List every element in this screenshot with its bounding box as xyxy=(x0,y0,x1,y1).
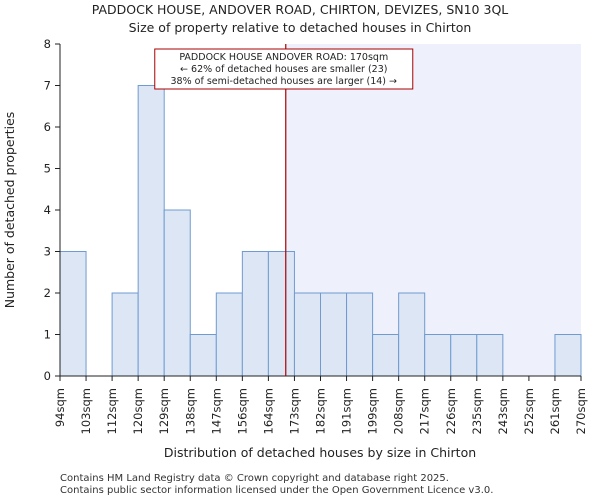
bar xyxy=(372,334,400,377)
x-tick-label: 129sqm xyxy=(157,388,171,434)
bar xyxy=(137,85,165,377)
y-axis-label: Number of detached properties xyxy=(2,112,17,309)
bar xyxy=(293,292,322,377)
x-tick-label: 226sqm xyxy=(444,388,458,434)
y-tick-label: 1 xyxy=(44,328,51,342)
y-tick-label: 5 xyxy=(44,162,51,176)
x-tick-label: 156sqm xyxy=(235,388,249,434)
x-tick-label: 112sqm xyxy=(105,388,119,434)
y-tick-label: 7 xyxy=(44,79,51,93)
x-tick-label: 270sqm xyxy=(574,388,588,434)
bar xyxy=(450,334,478,377)
chart-subtitle: Size of property relative to detached ho… xyxy=(129,20,472,35)
bar xyxy=(320,292,348,377)
y-tick-label: 3 xyxy=(44,245,51,259)
annotation-line: ← 62% of detached houses are smaller (23… xyxy=(180,64,387,75)
x-tick-label: 243sqm xyxy=(496,388,510,434)
x-tick-label: 182sqm xyxy=(314,388,328,434)
bar xyxy=(59,251,87,377)
x-tick-label: 208sqm xyxy=(392,388,406,434)
bar xyxy=(163,209,191,377)
x-tick-label: 164sqm xyxy=(261,388,275,434)
bar xyxy=(267,251,295,377)
bar xyxy=(424,334,452,377)
chart-title: PADDOCK HOUSE, ANDOVER ROAD, CHIRTON, DE… xyxy=(92,2,509,17)
x-axis-label: Distribution of detached houses by size … xyxy=(164,445,476,460)
y-tick-label: 0 xyxy=(44,369,51,383)
bar xyxy=(398,292,426,377)
x-tick-label: 138sqm xyxy=(183,388,197,434)
x-tick-label: 235sqm xyxy=(470,388,484,434)
x-tick-label: 217sqm xyxy=(418,388,432,434)
x-tick-label: 147sqm xyxy=(209,388,223,434)
y-tick-label: 8 xyxy=(44,37,51,51)
bar xyxy=(215,292,243,377)
x-tick-label: 120sqm xyxy=(131,388,145,434)
bar xyxy=(346,292,374,377)
footer-line-1: Contains HM Land Registry data © Crown c… xyxy=(60,473,449,484)
bar xyxy=(241,251,269,377)
annotation-line: PADDOCK HOUSE ANDOVER ROAD: 170sqm xyxy=(179,52,388,63)
x-tick-label: 261sqm xyxy=(548,388,562,434)
y-tick-label: 4 xyxy=(44,203,51,217)
x-tick-label: 191sqm xyxy=(340,388,354,434)
y-tick-label: 6 xyxy=(44,120,51,134)
annotation-line: 38% of semi-detached houses are larger (… xyxy=(171,76,398,87)
x-tick-label: 103sqm xyxy=(79,388,93,434)
x-tick-label: 94sqm xyxy=(53,388,67,427)
bar xyxy=(189,334,217,377)
footer-line-2: Contains public sector information licen… xyxy=(60,485,493,496)
x-tick-label: 173sqm xyxy=(287,388,301,434)
bar xyxy=(554,334,582,377)
annotation-box xyxy=(154,48,414,90)
bar xyxy=(111,292,139,377)
x-tick-label: 199sqm xyxy=(366,388,380,434)
y-tick-label: 2 xyxy=(44,286,51,300)
bar xyxy=(476,334,504,377)
x-tick-label: 252sqm xyxy=(522,388,536,434)
plot-area: 0 1 2 3 4 5 6 7 8 94sqm 103sqm 112sqm 120sqm 129sqm 13… xyxy=(44,37,588,434)
